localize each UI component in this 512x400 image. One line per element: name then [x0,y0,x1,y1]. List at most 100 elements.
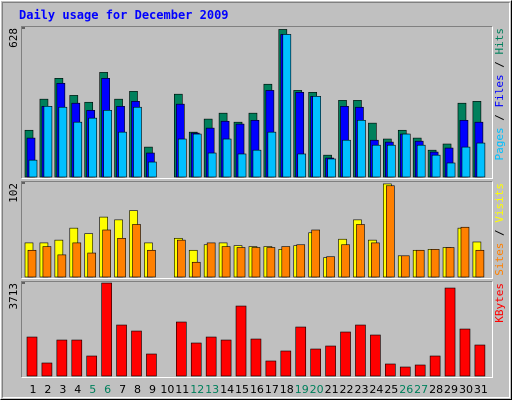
bar [265,360,277,377]
bar [399,366,411,377]
bar [237,153,247,178]
bar [57,254,67,278]
bar [430,249,440,278]
x-tick-label: 11 [175,383,189,396]
bar [88,117,98,178]
bar [280,350,292,377]
x-tick-label: 22 [340,383,354,396]
legend-entry: Sites [493,243,506,276]
bar [131,330,142,377]
bar [416,144,426,178]
x-tick-label: 20 [310,383,324,396]
bar [460,226,470,278]
bar [235,305,247,377]
bar [222,138,232,178]
bar [42,246,52,278]
bar [385,363,396,377]
bar [220,339,232,377]
x-tick-label: 19 [295,383,309,396]
bar [56,339,68,377]
x-tick-label: 30 [459,383,473,396]
bar [310,348,321,377]
bar [370,334,381,377]
bar [147,249,156,278]
bar [325,345,336,377]
x-tick-label: 14 [220,383,234,396]
bar [72,242,82,278]
panel-border [21,26,493,179]
panel-border [21,181,493,279]
legend-entry: Visits [493,183,506,223]
bar [87,252,97,278]
bar [43,105,53,178]
x-tick-label: 5 [89,383,96,396]
x-tick-label: 3 [59,383,66,396]
x-tick-label: 12 [190,383,204,396]
x-tick-label: 13 [205,383,219,396]
x-tick-label: 24 [369,383,383,396]
bar [176,321,187,377]
bar [414,364,426,377]
bar [297,153,307,178]
bar [386,185,395,278]
bar [206,242,216,278]
bar [326,256,335,278]
bar [27,249,37,278]
bar [461,146,471,178]
x-tick-label: 16 [250,383,264,396]
bar [205,336,217,377]
bar [476,142,486,178]
bar [250,338,262,377]
x-tick-label: 7 [119,383,126,396]
bar [327,158,336,178]
bar [474,344,486,377]
bar [266,247,276,278]
bar [41,362,53,377]
x-tick-label: 8 [134,383,141,396]
bar [357,119,366,178]
bar [340,331,351,377]
panel-border [21,26,493,179]
bar [73,121,83,178]
legend-entry: Files [493,74,506,107]
bar [251,247,261,278]
bar [296,244,306,278]
bar [446,162,456,178]
x-tick-label: 23 [354,383,368,396]
x-tick-label: 18 [280,383,294,396]
bar [148,161,157,178]
bar [342,139,351,178]
legend-entry: Pages [493,127,506,160]
x-tick-label: 6 [104,383,111,396]
bar [415,249,425,278]
chart-title: Daily usage for December 2009 [19,8,229,22]
x-tick-label: 25 [384,383,398,396]
bar [178,138,187,178]
bar [252,149,262,178]
bar [116,324,127,377]
bar [28,159,38,178]
x-tick-label: 2 [44,383,51,396]
bar [133,106,142,178]
bar [26,336,38,377]
bar [86,355,98,377]
legend: KBytes [493,283,506,323]
legend-separator: / [493,108,506,128]
bar [312,96,321,178]
x-tick-label: 29 [444,383,458,396]
bar [236,247,246,278]
bar [355,324,366,377]
bar [475,249,485,278]
x-tick-label: 17 [265,383,279,396]
bar [444,287,456,377]
bar [295,326,307,377]
x-tick-label: 31 [474,383,488,396]
legend-entry: Hits [493,28,506,55]
bar [118,131,127,178]
x-tick-label: 9 [149,383,156,396]
bar [102,229,111,278]
y-tick-label: 628 [7,28,20,48]
bar [58,106,68,178]
